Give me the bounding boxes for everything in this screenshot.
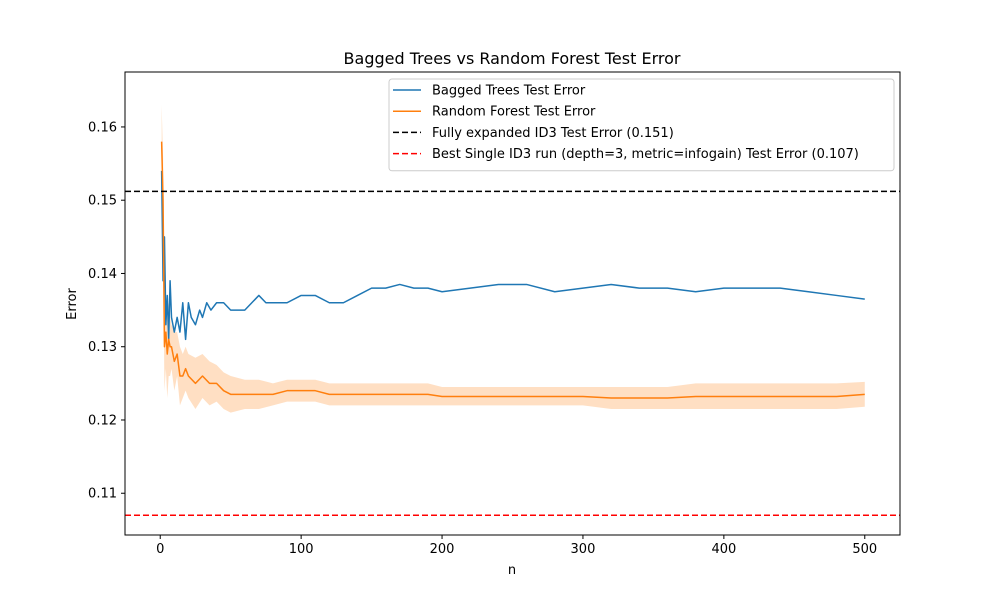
legend-label-2: Fully expanded ID3 Test Error (0.151) <box>432 126 674 141</box>
plot-area <box>125 104 900 516</box>
series-0-line <box>160 170 865 341</box>
series-1-line <box>160 141 865 399</box>
legend-label-0: Bagged Trees Test Error <box>432 84 586 99</box>
x-tick-label: 400 <box>711 542 736 557</box>
x-tick-label: 300 <box>571 542 596 557</box>
x-axis-label: n <box>508 563 516 578</box>
legend: Bagged Trees Test Error Random Forest Tes… <box>388 78 895 172</box>
axes-frame <box>124 71 901 536</box>
y-tick-label: 0.16 <box>88 120 117 135</box>
y-axis-ticks: 0.11 0.12 0.13 0.14 0.15 0.16 <box>88 120 125 502</box>
x-tick-label: 0 <box>156 542 164 557</box>
y-tick-label: 0.14 <box>88 267 117 282</box>
chart-title: Bagged Trees vs Random Forest Test Error <box>344 49 681 68</box>
x-axis-ticks: 0 100 200 300 400 500 <box>156 535 877 557</box>
y-tick-label: 0.13 <box>88 340 117 355</box>
x-tick-label: 100 <box>289 542 314 557</box>
x-tick-label: 200 <box>430 542 455 557</box>
y-tick-label: 0.12 <box>88 413 117 428</box>
legend-label-1: Random Forest Test Error <box>432 105 596 120</box>
legend-label-3: Best Single ID3 run (depth=3, metric=inf… <box>432 147 859 162</box>
x-tick-label: 500 <box>852 542 877 557</box>
y-tick-label: 0.11 <box>88 487 117 502</box>
y-tick-label: 0.15 <box>88 194 117 209</box>
series-1-confidence-band <box>161 104 865 413</box>
legend-box <box>388 78 895 172</box>
y-axis-label: Error <box>65 288 80 320</box>
